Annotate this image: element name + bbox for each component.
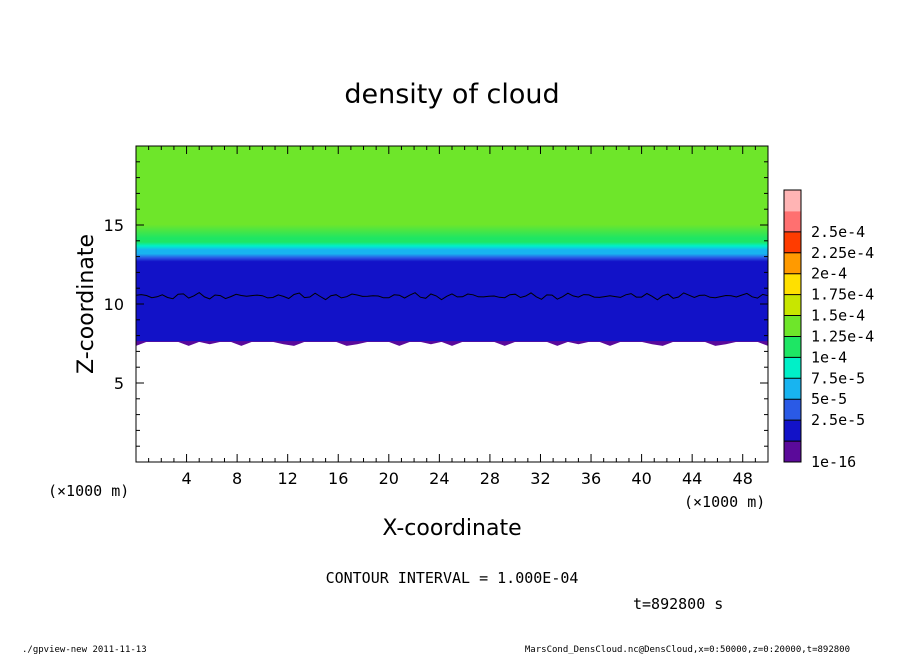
- time-text: t=892800 s: [633, 595, 723, 613]
- x-unit-label: (×1000 m): [684, 493, 765, 511]
- contour-lines: [135, 291, 769, 301]
- x-tick-label: 28: [480, 469, 500, 488]
- colorbar-label: 2.5e-4: [811, 223, 865, 241]
- y-unit-label: (×1000 m): [48, 482, 129, 500]
- colorbar-label: 7.5e-5: [811, 369, 865, 387]
- density-field: [136, 146, 768, 346]
- x-tick-label: 48: [733, 469, 753, 488]
- colorbar-label: 1.25e-4: [811, 327, 874, 345]
- colorbar-frame: [783, 189, 802, 463]
- cloud-region: [136, 146, 768, 342]
- colorbar-swatch: [784, 357, 801, 379]
- colorbar-label: 1e-4: [811, 348, 847, 366]
- colorbar-swatch: [784, 231, 801, 254]
- x-tick-label: 20: [379, 469, 399, 488]
- footer-left: ./gpview-new 2011-11-13: [22, 645, 147, 654]
- x-tick-label: 4: [181, 469, 191, 488]
- colorbar-label: 2.25e-4: [811, 244, 874, 262]
- colorbar-swatch: [784, 378, 801, 400]
- colorbar-swatch: [784, 210, 801, 233]
- y-axis-label: Z-coordinate: [74, 234, 99, 374]
- colorbar-swatch: [784, 336, 801, 358]
- contour-line-1e-4: [135, 291, 769, 301]
- colorbar-label: 1.75e-4: [811, 286, 874, 304]
- colorbar-label: 1.5e-4: [811, 307, 865, 325]
- colorbar-label: 2.5e-5: [811, 411, 865, 429]
- colorbar-label: 1e-16: [811, 453, 856, 471]
- footer-right: MarsCond_DensCloud.nc@DensCloud,x=0:5000…: [525, 645, 850, 654]
- colorbar: 1e-16 2.5e-5 5e-5 7.5e-5 1e-4 1.25e-4 1.5e-4 1.…: [783, 189, 874, 471]
- x-tick-label: 32: [530, 469, 550, 488]
- colorbar-swatch: [784, 252, 801, 275]
- contour-interval-text: CONTOUR INTERVAL = 1.000E-04: [326, 569, 579, 587]
- x-tick-label: 36: [581, 469, 601, 488]
- x-tick-label: 12: [278, 469, 298, 488]
- x-tick-label: 24: [429, 469, 449, 488]
- y-tick-label: 5: [114, 374, 124, 393]
- x-axis-ticks: 4 8 12 16 20 24 28 32 36 40 44 48: [148, 146, 756, 488]
- colorbar-swatch: [784, 420, 801, 442]
- x-axis-label: X-coordinate: [382, 516, 521, 541]
- y-axis-ticks: 5 10 15: [104, 161, 768, 447]
- y-tick-label: 10: [104, 295, 124, 314]
- colorbar-swatch: [784, 315, 801, 337]
- x-tick-label: 8: [232, 469, 242, 488]
- x-tick-label: 16: [328, 469, 348, 488]
- colorbar-label: 5e-5: [811, 390, 847, 408]
- colorbar-swatch: [784, 399, 801, 421]
- x-tick-label: 44: [682, 469, 702, 488]
- colorbar-swatch: [784, 273, 801, 296]
- cloud-base-edge: [136, 341, 768, 346]
- x-tick-label: 40: [631, 469, 651, 488]
- colorbar-swatch: [784, 190, 801, 212]
- y-tick-label: 15: [104, 216, 124, 235]
- colorbar-swatch: [784, 441, 801, 463]
- chart-title: density of cloud: [344, 79, 559, 110]
- colorbar-label: 2e-4: [811, 265, 847, 283]
- colorbar-swatch: [784, 294, 801, 317]
